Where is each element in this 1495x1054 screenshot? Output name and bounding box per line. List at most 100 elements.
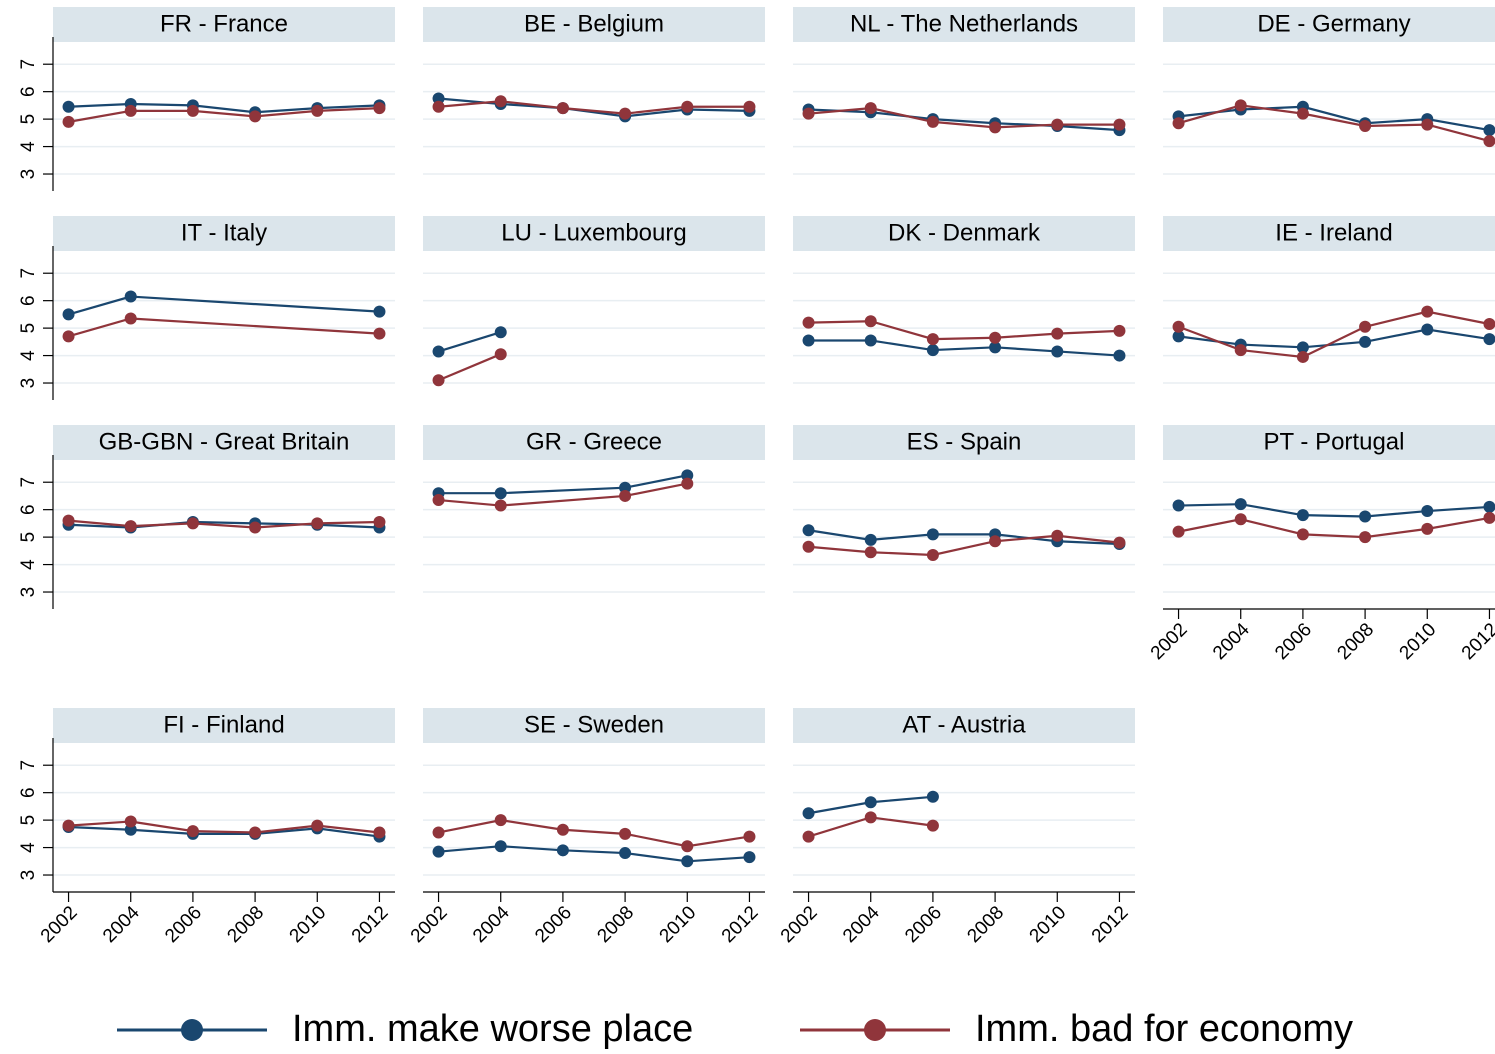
- data-point: [926, 819, 939, 832]
- panel-header: [53, 216, 395, 251]
- panel: IT - Italy 3 4 5 6 7: [18, 216, 395, 400]
- data-point: [1051, 118, 1064, 131]
- series-line: [68, 519, 380, 529]
- x-tick-label: 2012: [1458, 619, 1495, 664]
- data-point: [62, 115, 75, 128]
- data-point: [1051, 345, 1064, 358]
- panel-header: [423, 425, 765, 460]
- data-point: [249, 110, 262, 123]
- series-line: [1178, 328, 1490, 349]
- data-point: [432, 845, 445, 858]
- panel: GR - Greece: [423, 425, 765, 593]
- legend-marker: [864, 1019, 886, 1041]
- panel-header: [1163, 216, 1495, 251]
- panel: LU - Luxembourg: [423, 216, 765, 387]
- data-point: [1172, 320, 1185, 333]
- panel-header: [423, 708, 765, 743]
- data-point: [1172, 117, 1185, 130]
- data-point: [1359, 335, 1372, 348]
- panel: BE - Belgium: [423, 7, 765, 175]
- series-line: [808, 339, 1120, 357]
- data-point: [1296, 350, 1309, 363]
- data-point: [681, 477, 694, 490]
- data-point: [743, 830, 756, 843]
- data-point: [864, 796, 877, 809]
- panel-header: [423, 216, 765, 251]
- panel: DE - Germany: [1163, 7, 1495, 175]
- data-point: [1051, 529, 1064, 542]
- data-point: [1172, 525, 1185, 538]
- data-point: [989, 341, 1002, 354]
- y-tick-label: 7: [18, 477, 39, 488]
- series-line: [808, 320, 1120, 341]
- series-line: [438, 845, 750, 863]
- panel: NL - The Netherlands: [793, 7, 1135, 175]
- data-point: [432, 374, 445, 387]
- data-point: [556, 102, 569, 115]
- series-line: [438, 482, 688, 507]
- data-point: [311, 517, 324, 530]
- panel-header: [53, 7, 395, 42]
- data-point: [124, 312, 137, 325]
- series-line: [438, 353, 502, 382]
- data-point: [1113, 536, 1126, 549]
- data-point: [1051, 327, 1064, 340]
- panel: FI - Finland 3 4 5 6 7 2002 2004 2006 2008 2010 201…: [18, 708, 395, 947]
- data-point: [1483, 124, 1495, 137]
- data-point: [1234, 498, 1247, 511]
- data-point: [432, 826, 445, 839]
- data-point: [1483, 135, 1495, 148]
- x-tick-label: 2012: [718, 902, 763, 947]
- data-point: [124, 520, 137, 533]
- y-tick-label: 4: [18, 842, 39, 853]
- data-point: [494, 814, 507, 827]
- panel-title: AT - Austria: [902, 711, 1026, 738]
- series-line: [808, 529, 1120, 546]
- data-point: [124, 104, 137, 117]
- panel-header: [53, 708, 395, 743]
- data-point: [186, 104, 199, 117]
- series-line: [808, 107, 1120, 129]
- data-point: [494, 95, 507, 108]
- x-tick-label: 2012: [348, 902, 393, 947]
- x-tick-label: 2006: [531, 902, 576, 947]
- data-point: [556, 823, 569, 836]
- x-tick-label: 2004: [839, 902, 884, 947]
- y-tick-label: 7: [18, 268, 39, 279]
- x-tick-label: 2006: [161, 902, 206, 947]
- data-point: [1421, 323, 1434, 336]
- y-tick-label: 5: [18, 532, 39, 543]
- series-line: [1178, 104, 1490, 143]
- panel-header: [1163, 7, 1495, 42]
- x-tick-label: 2010: [1026, 902, 1071, 947]
- y-tick-label: 3: [18, 587, 39, 598]
- data-point: [311, 819, 324, 832]
- data-point: [864, 546, 877, 559]
- series-line: [808, 534, 1120, 557]
- panel: FR - France 3 4 5 6 7: [18, 7, 395, 191]
- data-point: [681, 855, 694, 868]
- data-point: [373, 305, 386, 318]
- y-tick-label: 3: [18, 169, 39, 180]
- data-point: [1296, 341, 1309, 354]
- panel-title: IE - Ireland: [1275, 219, 1392, 246]
- data-point: [864, 811, 877, 824]
- x-tick-label: 2006: [1271, 619, 1316, 664]
- data-point: [494, 326, 507, 339]
- y-tick-label: 3: [18, 870, 39, 881]
- data-point: [802, 830, 815, 843]
- x-tick-label: 2006: [901, 902, 946, 947]
- data-point: [1234, 99, 1247, 112]
- y-tick-label: 7: [18, 760, 39, 771]
- data-point: [681, 469, 694, 482]
- data-point: [681, 100, 694, 113]
- panel-header: [1163, 425, 1495, 460]
- panel-header: [53, 425, 395, 460]
- panel-title: DK - Denmark: [888, 219, 1041, 246]
- panel-title: FR - France: [160, 10, 288, 37]
- x-tick-label: 2008: [223, 902, 268, 947]
- x-tick-label: 2002: [407, 902, 452, 947]
- y-tick-label: 4: [18, 350, 39, 361]
- panel-title: SE - Sweden: [524, 711, 664, 738]
